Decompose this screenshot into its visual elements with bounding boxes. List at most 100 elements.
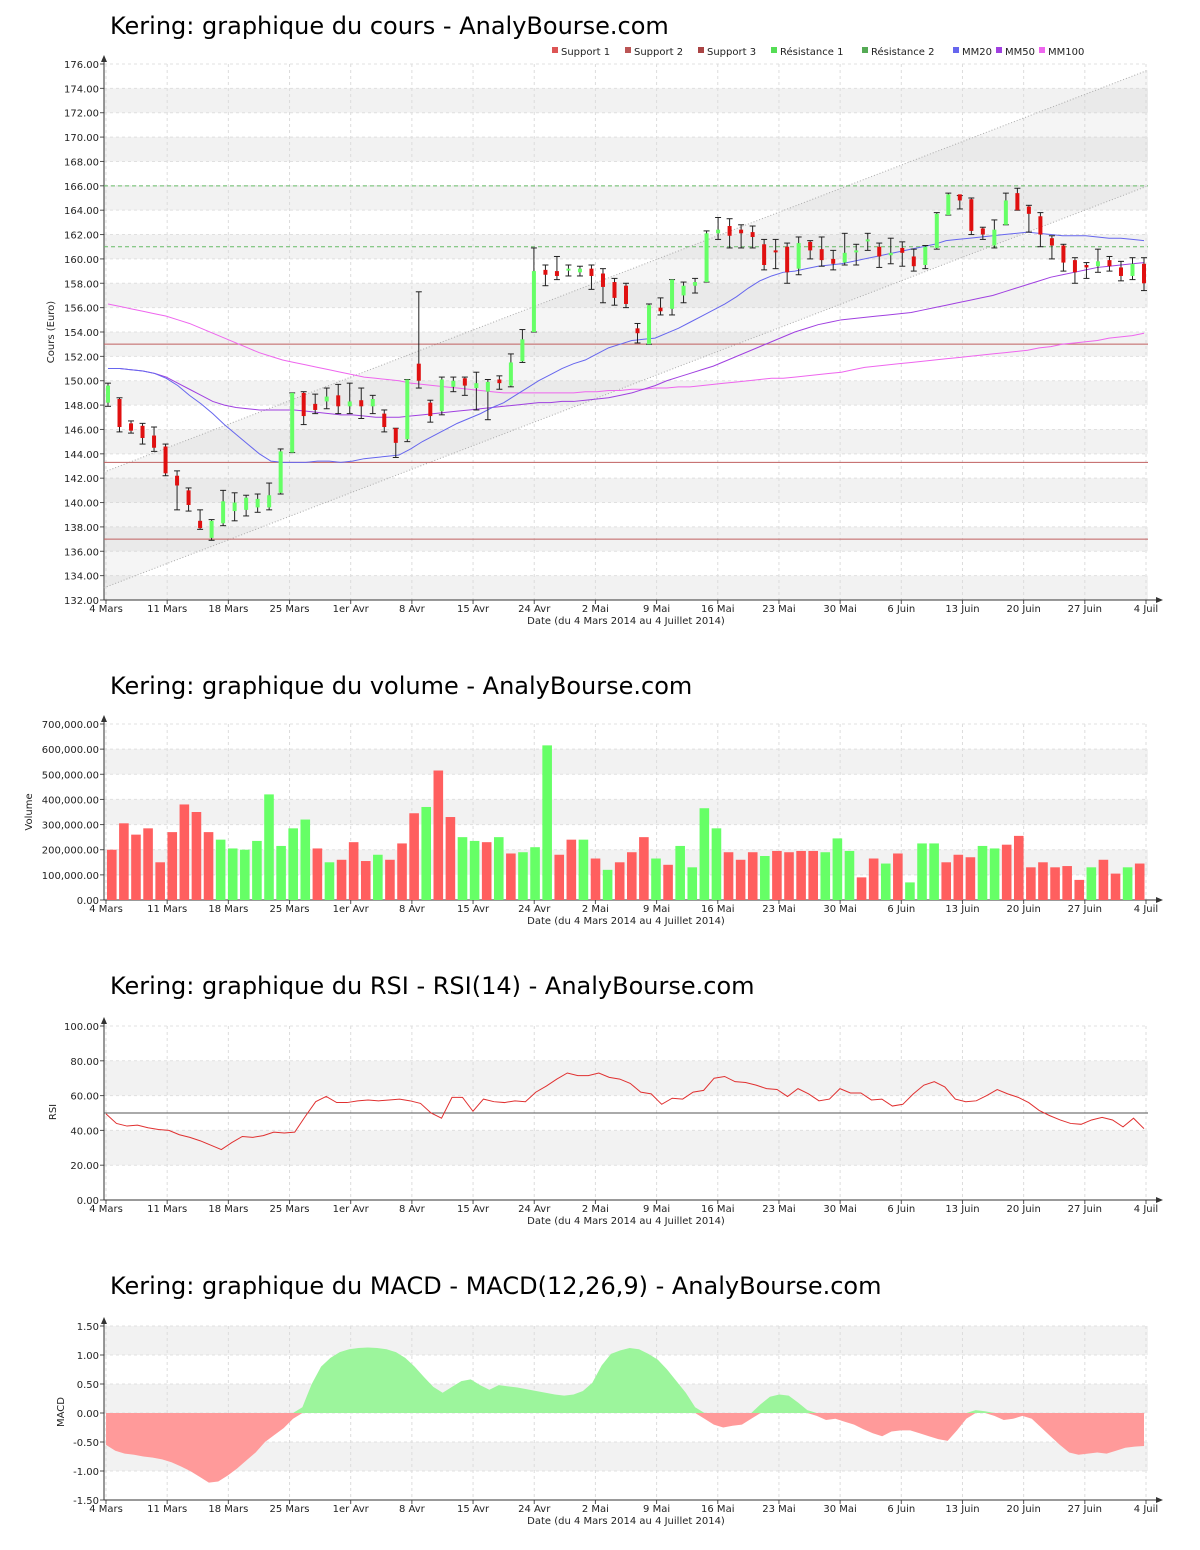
volume-bar	[880, 863, 891, 900]
candle-up	[451, 380, 456, 387]
price-ytick-label: 142.00	[64, 474, 99, 485]
macd-xtick-label: 16 Mai	[701, 1504, 734, 1515]
candle-down	[1038, 216, 1043, 235]
candle-down	[957, 194, 962, 201]
rsi-band	[104, 1130, 1148, 1166]
price-ytick-label: 162.00	[64, 231, 99, 242]
volume-ytick-label: 500,000.00	[42, 770, 99, 781]
volume-xtick-label: 16 Mai	[701, 904, 734, 915]
price-chart-title: Kering: graphique du cours - AnalyBourse…	[110, 12, 669, 40]
volume-bar	[554, 854, 565, 900]
volume-bar	[917, 843, 927, 900]
candle-down	[428, 402, 433, 417]
price-xtick-label: 11 Mars	[147, 604, 187, 615]
volume-xtick-label: 6 Juin	[887, 904, 915, 915]
price-x-arrow	[1156, 597, 1163, 603]
price-xtick-label: 25 Mars	[270, 604, 310, 615]
volume-bar	[300, 819, 311, 900]
candle-down	[543, 269, 548, 275]
candle-up	[370, 399, 375, 407]
macd-chart-ylabel: MACD	[56, 1397, 67, 1427]
rsi-xtick-label: 30 Mai	[823, 1204, 856, 1215]
candle-down	[393, 428, 398, 443]
mm100-line	[107, 303, 1145, 394]
candle-down	[129, 423, 134, 431]
rsi-xtick-label: 16 Mai	[701, 1204, 734, 1215]
volume-chart-title: Kering: graphique du volume - AnalyBours…	[110, 672, 692, 700]
volume-bar	[614, 862, 625, 900]
volume-band	[104, 799, 1148, 825]
macd-xtick-label: 4 Juil	[1134, 1504, 1158, 1515]
macd-xtick-label: 15 Avr	[457, 1504, 490, 1515]
price-ytick-label: 156.00	[64, 304, 99, 315]
candle-down	[117, 399, 122, 428]
volume-xtick-label: 13 Juin	[945, 904, 979, 915]
volume-bar	[119, 823, 129, 900]
price-ytick-label: 152.00	[64, 352, 99, 363]
legend-swatch	[1039, 47, 1045, 53]
volume-ytick-label: 100,000.00	[42, 871, 99, 882]
candle-up	[992, 229, 997, 246]
volume-bar	[457, 837, 468, 900]
candle-up	[1003, 200, 1008, 225]
macd-xtick-label: 1er Avr	[333, 1504, 370, 1515]
price-xtick-label: 30 Mai	[823, 604, 856, 615]
candle-up	[278, 451, 283, 493]
price-ytick-label: 144.00	[64, 450, 99, 461]
legend-label: Résistance 1	[780, 46, 843, 58]
price-band	[104, 429, 1148, 454]
rsi-line	[105, 1072, 1145, 1151]
rsi-ytick-label: 60.00	[70, 1092, 99, 1103]
candle-down	[762, 244, 767, 265]
volume-bar	[1026, 867, 1036, 900]
candle-up	[209, 520, 214, 538]
candle-down	[175, 475, 180, 486]
candle-up	[865, 239, 870, 242]
rsi-chart-title: Kering: graphique du RSI - RSI(14) - Ana…	[110, 972, 755, 1000]
macd-ytick-label: -1.50	[73, 1496, 99, 1507]
volume-bar	[1134, 863, 1145, 900]
candle-up	[485, 381, 490, 392]
volume-bar	[421, 806, 432, 900]
volume-bar	[324, 862, 335, 900]
candle-up	[531, 271, 536, 332]
volume-bar	[227, 848, 238, 900]
rsi-ytick-label: 80.00	[70, 1057, 99, 1068]
candle-up	[508, 362, 513, 386]
volume-xtick-label: 27 Juin	[1068, 904, 1102, 915]
price-xtick-label: 24 Avr	[518, 604, 551, 615]
volume-bar	[143, 828, 153, 900]
volume-bar	[627, 852, 637, 900]
rsi-xtick-label: 1er Avr	[333, 1204, 370, 1215]
candle-down	[554, 271, 559, 276]
volume-bar	[167, 832, 178, 900]
candle-down	[497, 379, 502, 384]
volume-bar	[1062, 866, 1072, 900]
trend-channel-lower	[103, 185, 1149, 589]
rsi-ytick-label: 0.00	[77, 1196, 99, 1207]
candle-down	[1107, 260, 1112, 267]
price-xtick-label: 23 Mai	[762, 604, 795, 615]
volume-bar	[1001, 844, 1012, 900]
volume-bar	[566, 839, 577, 900]
legend-label: MM20	[962, 47, 992, 58]
volume-bar	[796, 850, 806, 900]
volume-xtick-label: 20 Juin	[1006, 904, 1040, 915]
macd-negative-area	[106, 1413, 1144, 1483]
candle-up	[704, 233, 709, 283]
candle-down	[600, 273, 605, 287]
macd-chart-xlabel: Date (du 4 Mars 2014 au 4 Juillet 2014)	[527, 1516, 725, 1527]
rsi-xtick-label: 11 Mars	[147, 1204, 187, 1215]
volume-xtick-label: 8 Avr	[399, 904, 426, 915]
volume-bar	[107, 849, 117, 900]
volume-bar	[675, 845, 685, 900]
price-xtick-label: 1er Avr	[333, 604, 370, 615]
price-xtick-label: 4 Juil	[1134, 604, 1158, 615]
volume-bar	[191, 812, 202, 900]
price-chart-ylabel: Cours (Euro)	[46, 301, 57, 364]
rsi-xtick-label: 25 Mars	[270, 1204, 310, 1215]
macd-x-arrow	[1156, 1497, 1163, 1503]
rsi-xtick-label: 24 Avr	[518, 1204, 551, 1215]
price-ytick-label: 138.00	[64, 523, 99, 534]
candle-up	[566, 268, 571, 271]
